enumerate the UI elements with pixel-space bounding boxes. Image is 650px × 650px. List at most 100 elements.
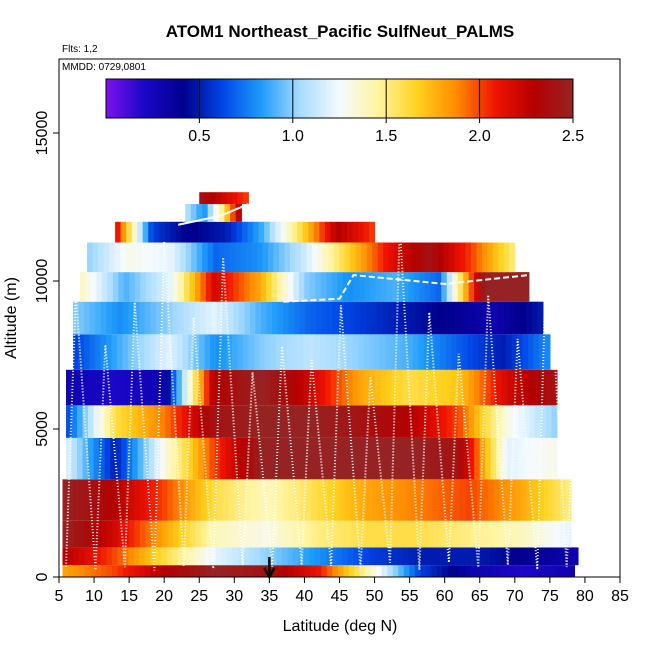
heatmap-cell xyxy=(534,405,541,438)
heatmap-cell xyxy=(244,520,251,548)
heatmap-cell xyxy=(336,547,343,566)
heatmap-cell xyxy=(493,479,500,521)
heatmap-cell xyxy=(126,369,133,406)
heatmap-cell xyxy=(62,547,69,566)
heatmap-cell xyxy=(537,301,544,335)
heatmap-cell xyxy=(183,301,190,335)
heatmap-cell xyxy=(180,242,187,273)
heatmap-cell xyxy=(481,242,488,273)
heatmap-cell xyxy=(249,565,256,577)
heatmap-cell xyxy=(501,405,508,438)
heatmap-cell xyxy=(278,520,285,548)
heatmap-cell xyxy=(498,242,505,273)
heatmap-cell xyxy=(255,479,263,521)
heatmap-cell xyxy=(464,565,471,577)
heatmap-cell xyxy=(89,301,96,335)
heatmap-cell xyxy=(276,547,283,566)
heatmap-cell xyxy=(238,272,245,302)
heatmap-cell xyxy=(300,479,307,521)
heatmap-cell xyxy=(248,334,255,370)
heatmap-cell xyxy=(242,334,250,370)
heatmap-cell xyxy=(277,565,284,577)
heatmap-cell xyxy=(174,242,181,273)
heatmap-cell xyxy=(410,479,417,521)
heatmap-cell xyxy=(364,547,371,566)
heatmap-cell xyxy=(447,565,454,577)
heatmap-cell xyxy=(288,301,295,335)
heatmap-cell xyxy=(385,369,393,406)
heatmap-cell xyxy=(251,242,258,273)
heatmap-cell xyxy=(260,301,268,335)
y-tick-label: 15000 xyxy=(34,111,51,156)
heatmap-cell xyxy=(192,369,199,406)
heatmap-cell xyxy=(118,272,125,302)
heatmap-cell xyxy=(198,437,205,480)
heatmap-cell xyxy=(190,204,198,222)
heatmap-cell xyxy=(385,437,393,480)
heatmap-cell xyxy=(391,369,398,406)
heatmap-cell xyxy=(546,565,553,577)
heatmap-cell xyxy=(259,547,266,566)
heatmap-cell xyxy=(131,221,138,243)
heatmap-cell xyxy=(242,405,249,438)
heatmap-cell xyxy=(139,301,146,335)
heatmap-cell xyxy=(515,301,522,335)
heatmap-cell xyxy=(183,547,190,566)
heatmap-cell xyxy=(153,221,160,243)
heatmap-cell xyxy=(237,192,244,205)
heatmap-cell xyxy=(490,369,497,406)
heatmap-cell xyxy=(557,565,565,577)
heatmap-cell xyxy=(511,334,518,370)
heatmap-cell xyxy=(413,272,420,302)
x-tick-label: 80 xyxy=(576,588,594,605)
heatmap-cell xyxy=(277,272,284,302)
heatmap-cell xyxy=(519,565,526,577)
heatmap-cell xyxy=(452,272,459,302)
heatmap-cell xyxy=(521,520,528,548)
heatmap-cell xyxy=(324,221,331,243)
heatmap-cell xyxy=(242,437,249,480)
heatmap-cell xyxy=(551,369,558,406)
heatmap-cell xyxy=(365,565,372,577)
heatmap-cell xyxy=(327,520,334,548)
heatmap-cell xyxy=(202,242,209,273)
heatmap-cell xyxy=(286,437,293,480)
heatmap-cell xyxy=(289,520,296,548)
heatmap-cell xyxy=(396,547,404,566)
heatmap-cell xyxy=(239,479,246,521)
heatmap-cell xyxy=(89,547,96,566)
heatmap-cell xyxy=(396,437,404,480)
heatmap-cell xyxy=(354,565,361,577)
heatmap-cell xyxy=(159,405,166,438)
heatmap-cell xyxy=(347,405,354,438)
heatmap-cell xyxy=(502,565,509,577)
heatmap-cell xyxy=(111,547,118,566)
heatmap-cell xyxy=(399,301,406,335)
heatmap-cell xyxy=(457,405,464,438)
heatmap-cell xyxy=(165,405,172,438)
heatmap-cell xyxy=(449,479,456,521)
heatmap-cell xyxy=(361,242,368,273)
heatmap-cell xyxy=(545,547,552,566)
heatmap-cell xyxy=(412,334,419,370)
heatmap-cell xyxy=(413,405,420,438)
x-tick-label: 85 xyxy=(611,588,629,605)
heatmap-cell xyxy=(298,272,306,302)
heatmap-cell xyxy=(177,334,184,370)
heatmap-cell xyxy=(176,437,183,480)
heatmap-cell xyxy=(476,242,483,273)
heatmap-cell xyxy=(95,301,102,335)
heatmap-cell xyxy=(303,437,310,480)
heatmap-cell xyxy=(405,242,412,273)
heatmap-cell xyxy=(148,437,155,480)
heatmap-cell xyxy=(115,221,122,243)
heatmap-cell xyxy=(316,301,323,335)
heatmap-cell xyxy=(333,520,340,548)
heatmap-cell xyxy=(302,221,309,243)
heatmap-cell xyxy=(423,334,430,370)
heatmap-cell xyxy=(222,272,229,302)
heatmap-cell xyxy=(365,301,373,335)
heatmap-cell xyxy=(77,437,84,480)
heatmap-cell xyxy=(348,272,355,302)
heatmap-cell xyxy=(73,565,80,577)
